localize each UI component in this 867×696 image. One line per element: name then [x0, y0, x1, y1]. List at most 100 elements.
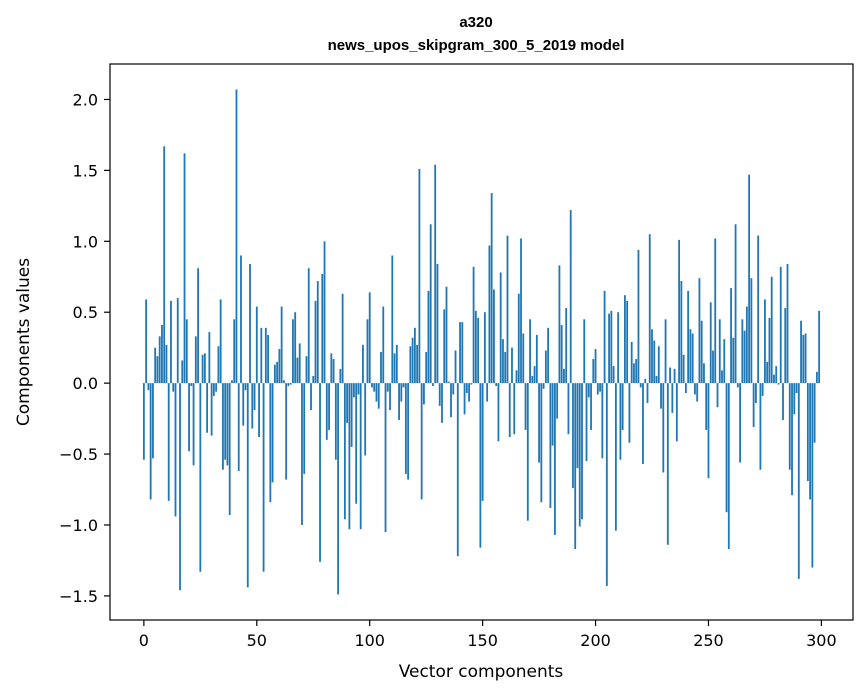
y-tick-label-7: 2.0 [73, 90, 98, 109]
bar-34 [219, 299, 222, 384]
bar-236 [675, 383, 678, 442]
bar-149 [479, 383, 482, 548]
bar-139 [456, 383, 459, 557]
bar-227 [655, 376, 658, 384]
bar-70 [301, 383, 303, 525]
bar-131 [438, 383, 441, 406]
bar-233 [669, 367, 671, 384]
bar-72 [305, 356, 308, 384]
bar-188 [567, 383, 570, 435]
bar-62 [282, 380, 285, 384]
bar-35 [222, 383, 224, 470]
bar-198 [590, 383, 592, 430]
bar-290 [797, 383, 800, 579]
x-tick-label-250: 250 [693, 631, 724, 650]
bar-79 [321, 273, 324, 384]
bar-225 [651, 329, 653, 384]
bar-57 [271, 383, 274, 483]
bar-223 [646, 383, 649, 403]
bar-37 [226, 383, 229, 466]
bar-288 [793, 383, 796, 415]
bar-9 [163, 146, 166, 384]
bar-242 [689, 329, 692, 384]
bar-268 [748, 174, 751, 384]
chart-title: a320 [459, 14, 492, 31]
bar-118 [409, 346, 412, 384]
bar-212 [621, 383, 624, 430]
bar-282 [779, 266, 782, 384]
bar-176 [540, 383, 543, 503]
bar-232 [666, 383, 669, 545]
bar-296 [811, 383, 814, 568]
bar-114 [400, 383, 403, 402]
x-axis-label: Vector components [399, 662, 564, 682]
bar-2 [147, 383, 150, 391]
bar-158 [499, 272, 502, 384]
bar-140 [459, 322, 461, 384]
bar-47 [249, 263, 251, 384]
bar-255 [718, 319, 721, 384]
bar-90 [346, 383, 349, 423]
bar-174 [535, 334, 538, 384]
bar-144 [468, 383, 470, 402]
bar-135 [447, 381, 450, 384]
y-tick-label-1: −1.0 [59, 516, 98, 535]
bar-260 [730, 288, 732, 384]
bar-224 [648, 234, 651, 384]
bar-61 [280, 306, 283, 384]
bar-209 [614, 383, 617, 531]
bar-110 [391, 255, 394, 384]
bar-7 [158, 336, 161, 384]
bar-153 [488, 245, 491, 384]
bar-73 [307, 268, 310, 384]
bar-133 [443, 309, 446, 384]
bar-109 [389, 383, 391, 411]
bar-112 [395, 344, 398, 384]
y-tick-label-6: 1.5 [73, 161, 98, 180]
bar-138 [454, 350, 457, 384]
bar-71 [303, 383, 306, 474]
bar-204 [603, 290, 606, 384]
x-tick-label-100: 100 [354, 631, 385, 650]
bar-8 [161, 324, 163, 384]
bar-42 [237, 383, 240, 472]
bar-166 [517, 293, 520, 384]
bar-285 [786, 263, 789, 384]
bar-53 [262, 383, 265, 572]
bar-125 [425, 351, 428, 384]
bar-98 [364, 383, 367, 456]
bar-221 [642, 383, 644, 464]
bars-layer [142, 89, 821, 595]
bar-181 [551, 383, 554, 446]
bar-104 [377, 383, 380, 409]
bar-45 [244, 383, 247, 391]
bar-294 [806, 383, 809, 481]
bar-4 [152, 383, 154, 459]
bar-25 [199, 383, 202, 572]
bar-234 [671, 383, 674, 413]
bar-56 [269, 383, 272, 503]
bar-226 [653, 340, 656, 384]
bar-256 [721, 370, 723, 384]
bar-217 [633, 363, 635, 384]
bar-146 [472, 266, 475, 384]
bar-185 [560, 324, 563, 384]
bar-148 [477, 317, 480, 384]
bar-257 [723, 339, 726, 384]
bar-21 [190, 383, 193, 386]
bar-272 [757, 235, 760, 384]
bar-24 [197, 268, 199, 384]
bar-117 [407, 383, 410, 480]
bar-44 [242, 383, 245, 426]
bar-55 [267, 334, 269, 384]
bar-162 [508, 383, 511, 438]
bar-115 [402, 383, 405, 388]
bar-165 [515, 370, 518, 384]
bar-156 [495, 383, 498, 386]
bar-84 [332, 359, 335, 384]
bar-215 [628, 383, 631, 443]
bar-48 [251, 383, 254, 429]
bar-59 [276, 361, 279, 384]
bar-99 [366, 319, 369, 384]
